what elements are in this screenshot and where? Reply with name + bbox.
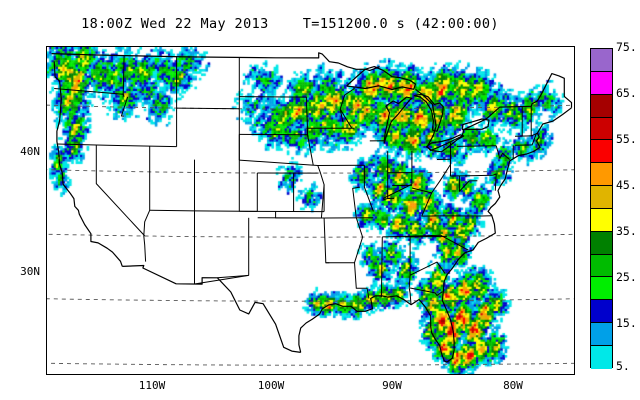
figure-title: 18:00Z Wed 22 May 2013 T=151200.0 s (42:… <box>81 16 499 32</box>
lon-tick-100w: 100W <box>257 379 285 392</box>
geography-overlay <box>47 52 574 366</box>
reflectivity-colorbar <box>590 48 613 369</box>
colorbar-band-55 <box>591 140 612 164</box>
colorbar-tick-45: 45. <box>616 178 637 192</box>
colorbar-band-60 <box>591 117 612 141</box>
colorbar-band-65 <box>591 94 612 118</box>
colorbar-band-30 <box>591 254 612 278</box>
colorbar-band-40 <box>591 208 612 232</box>
colorbar-band-25 <box>591 277 612 301</box>
colorbar-band-45 <box>591 186 612 209</box>
colorbar-tick-5: 5. <box>616 359 630 373</box>
graticule <box>47 104 574 366</box>
colorbar-band-10 <box>591 345 612 369</box>
lon-tick-90w: 90W <box>382 379 402 392</box>
colorbar-tick-15: 15. <box>616 316 637 330</box>
colorbar-band-70 <box>591 71 612 95</box>
colorbar-tick-25: 25. <box>616 270 637 284</box>
reflectivity-field <box>47 47 574 374</box>
colorbar-tick-35: 35. <box>616 224 637 238</box>
colorbar-band-20 <box>591 300 612 324</box>
colorbar-tick-75: 75. <box>616 40 637 54</box>
lon-tick-80w: 80W <box>503 379 523 392</box>
colorbar-band-50 <box>591 163 612 187</box>
map-plot-area <box>46 46 575 375</box>
colorbar-band-15 <box>591 323 612 346</box>
colorbar-tick-55: 55. <box>616 132 637 146</box>
colorbar-band-35 <box>591 231 612 255</box>
colorbar-tick-65: 65. <box>616 86 637 100</box>
lat-tick-30n: 30N <box>20 265 40 278</box>
colorbar-band-75 <box>591 49 612 72</box>
lat-tick-40n: 40N <box>20 145 40 158</box>
lon-tick-110w: 110W <box>138 379 166 392</box>
